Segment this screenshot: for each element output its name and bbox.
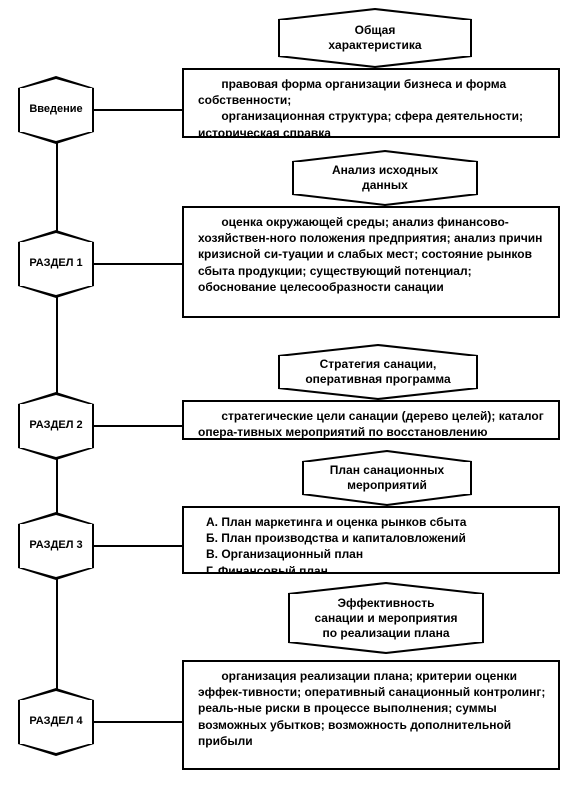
hex-label: РАЗДЕЛ 2 — [29, 419, 82, 432]
banner-line: Стратегия санации, — [290, 357, 466, 372]
connector — [94, 109, 182, 111]
banner-line: данных — [304, 178, 466, 193]
connector — [94, 425, 182, 427]
banner-line: Эффективность — [300, 596, 472, 611]
hex-section-4: РАЗДЕЛ 4 — [18, 700, 94, 744]
banner-analysis: Анализ исходных данных — [292, 162, 478, 194]
banner-line: характеристика — [290, 38, 460, 53]
content-text: стратегические цели санации (дерево целе… — [198, 409, 547, 440]
list-item: Б. План производства и капиталовложений — [206, 530, 550, 546]
content-section-4: организация реализации плана; критерии о… — [182, 660, 560, 770]
banner-line: санации и мероприятия — [300, 611, 472, 626]
banner-line: План санационных — [314, 463, 460, 478]
list-item: В. Организационный план — [206, 546, 550, 562]
connector — [94, 721, 182, 723]
connector — [94, 263, 182, 265]
hex-label: Введение — [29, 103, 82, 116]
content-text: оценка окружающей среды; анализ финансов… — [198, 215, 546, 294]
banner-line: оперативная программа — [290, 372, 466, 387]
content-text: организация реализации плана; критерии о… — [198, 669, 549, 748]
banner-line: мероприятий — [314, 478, 460, 493]
hex-label: РАЗДЕЛ 4 — [29, 715, 82, 728]
connector — [94, 545, 182, 547]
banner-general: Общая характеристика — [278, 20, 472, 56]
banner-strategy: Стратегия санации, оперативная программа — [278, 356, 478, 388]
hex-section-1: РАЗДЕЛ 1 — [18, 242, 94, 286]
banner-efficiency: Эффективность санации и мероприятия по р… — [288, 594, 484, 642]
hex-label: РАЗДЕЛ 1 — [29, 257, 82, 270]
hex-section-3: РАЗДЕЛ 3 — [18, 524, 94, 568]
banner-line: Общая — [290, 23, 460, 38]
list-item: А. План маркетинга и оценка рынков сбыта — [206, 514, 550, 530]
content-intro: правовая форма организации бизнеса и фор… — [182, 68, 560, 138]
content-section-3: А. План маркетинга и оценка рынков сбыта… — [182, 506, 560, 574]
banner-line: Анализ исходных — [304, 163, 466, 178]
content-text: правовая форма организации бизнеса и фор… — [198, 77, 526, 138]
hex-section-2: РАЗДЕЛ 2 — [18, 404, 94, 448]
banner-line: по реализации плана — [300, 626, 472, 641]
hex-intro: Введение — [18, 88, 94, 132]
content-section-1: оценка окружающей среды; анализ финансов… — [182, 206, 560, 318]
hex-label: РАЗДЕЛ 3 — [29, 539, 82, 552]
banner-plan: План санационных мероприятий — [302, 462, 472, 494]
list-item: Г. Финансовый план — [206, 563, 550, 574]
content-section-2: стратегические цели санации (дерево целе… — [182, 400, 560, 440]
